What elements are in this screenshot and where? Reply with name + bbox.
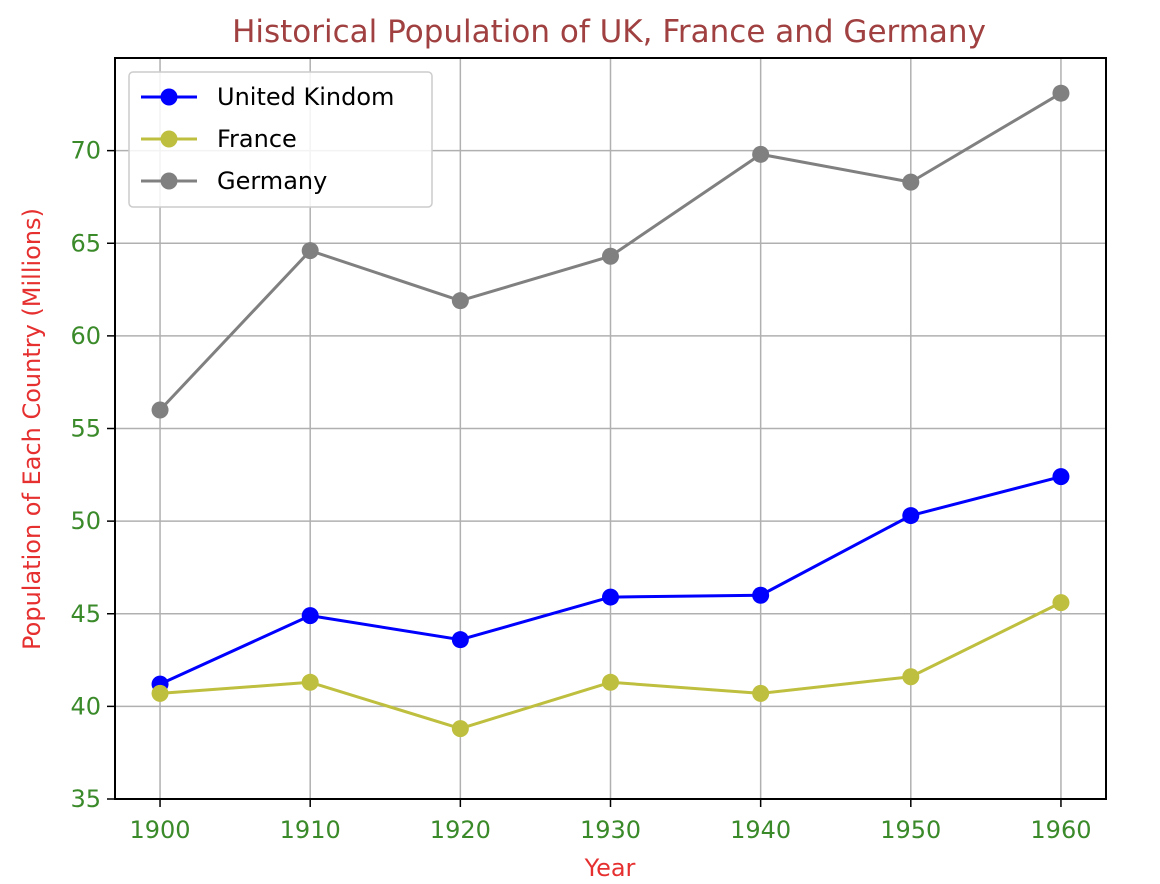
legend-marker [160, 88, 178, 106]
y-tick-label: 50 [70, 507, 101, 535]
data-point [451, 292, 469, 310]
y-tick-label: 35 [70, 785, 101, 813]
data-point [902, 173, 920, 191]
data-point [1052, 84, 1070, 102]
legend-item: France [141, 125, 297, 153]
legend-box [128, 71, 433, 208]
x-tick-label: 1900 [130, 816, 191, 844]
series-germany [151, 84, 1070, 419]
y-axis: 35 40 45 50 55 60 65 70 [70, 137, 115, 813]
chart-title: Historical Population of UK, France and … [232, 14, 986, 50]
data-point [602, 673, 619, 691]
x-tick-label: 1940 [730, 816, 791, 844]
data-point [902, 507, 920, 525]
legend-item: United Kindom [141, 83, 394, 111]
legend-item: Germany [141, 167, 327, 195]
legend-marker [160, 130, 178, 148]
data-point [1052, 468, 1070, 486]
legend-label: France [217, 125, 297, 153]
y-tick-label: 70 [70, 137, 101, 165]
legend-marker [160, 172, 178, 190]
data-point [902, 668, 920, 686]
y-tick-label: 60 [70, 322, 101, 350]
legend-label: Germany [217, 167, 327, 195]
x-tick-label: 1920 [430, 816, 491, 844]
y-tick-label: 40 [70, 692, 101, 720]
data-point [1052, 594, 1070, 612]
y-tick-label: 65 [70, 229, 101, 257]
data-point [151, 401, 169, 419]
data-point [752, 145, 770, 163]
data-point [752, 684, 770, 702]
legend: United Kindom France Germany [128, 71, 433, 208]
x-axis: 1900 1910 1920 1930 1940 1950 1960 [130, 799, 1091, 844]
x-tick-label: 1930 [580, 816, 641, 844]
y-tick-label: 55 [70, 415, 101, 443]
data-point [301, 673, 319, 691]
data-point [602, 247, 619, 265]
data-point [451, 631, 469, 649]
x-axis-label: Year [584, 854, 636, 882]
data-point [602, 588, 619, 606]
data-point [301, 242, 319, 260]
y-axis-label: Population of Each Country (Millions) [18, 208, 46, 650]
series-france [151, 594, 1070, 738]
legend-label: United Kindom [217, 83, 394, 111]
data-point [301, 607, 319, 625]
series-layer [151, 84, 1070, 738]
x-tick-label: 1910 [280, 816, 341, 844]
data-point [451, 720, 469, 738]
x-tick-label: 1960 [1030, 816, 1091, 844]
y-tick-label: 45 [70, 600, 101, 628]
x-tick-label: 1950 [880, 816, 941, 844]
data-point [752, 586, 770, 604]
data-point [151, 684, 169, 702]
